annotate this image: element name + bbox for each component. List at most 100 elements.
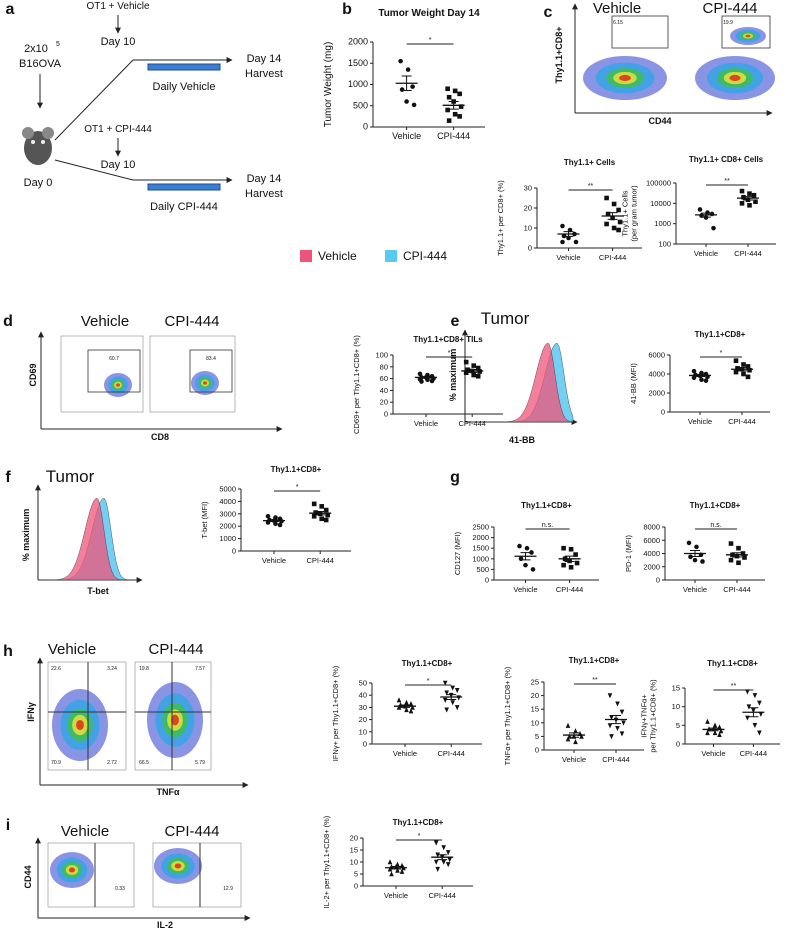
rule [54,59,134,141]
y-tick-label: 20 [380,398,388,407]
data-point [265,513,271,519]
gate-percent: 7.57 [195,666,205,672]
data-point [458,104,464,109]
y-tick-label: 5000 [219,485,236,494]
y-tick-label: 0 [676,740,680,749]
density-cloud [76,719,84,731]
plot-frame [149,335,236,413]
data-point [441,859,446,865]
data-point [735,366,740,371]
data-point [747,367,752,373]
data-point [475,365,481,371]
gate-percent: 6.15 [613,20,623,26]
significance-label: n.s. [710,522,721,529]
data-point [408,708,414,714]
data-point [745,689,750,695]
significance-label: * [429,37,432,44]
data-point [398,58,403,64]
data-point [565,722,571,728]
y-tick-label: 15 [672,684,680,693]
y-tick-label: 1500 [348,58,368,68]
y-tick-label: 0 [661,408,665,417]
error-bar [737,367,747,372]
error-bar [708,727,719,732]
day-label: Day 10 [101,159,136,171]
data-point [705,718,710,724]
treatment-label: Daily CPI-444 [150,201,218,213]
x-tick-label: CPI-444 [734,249,762,258]
data-point [396,697,402,703]
y-tick-label: 80 [380,362,388,371]
data-point [703,378,709,383]
data-point [621,720,626,726]
plot-title: CPI-444 [702,0,757,17]
tumor-label: B16OVA [19,58,62,70]
panel-label: a [6,1,15,18]
data-point [609,715,614,721]
density-cloud [174,863,182,869]
data-point [561,562,566,568]
significance-label: * [720,350,723,357]
y-tick-label: 10 [359,727,367,736]
plot-title: Vehicle [61,823,109,840]
x-tick-label: CPI-444 [728,417,756,426]
y-tick-label: 10 [524,224,532,233]
data-point [579,733,584,739]
error-bar [607,212,618,220]
data-point [745,374,751,380]
data-point [736,545,741,551]
panel-label: b [342,1,352,18]
data-point [718,728,724,734]
y-tick-label: 20 [531,691,539,700]
y-axis-label: % maximum [21,509,31,562]
y-axis-label: (per gram tumor) [630,185,639,242]
chart-title: Thy1.1+CD8+ [695,330,746,339]
plot-title: Tumor [46,467,95,486]
data-point [404,707,409,713]
y-tick-label: 100000 [646,179,671,188]
y-axis-label: PD-1 (MFI) [624,534,633,572]
y-tick-label: 0 [363,740,367,749]
y-axis-label: Thy1.1+ Cells [621,190,630,236]
data-point [523,562,528,568]
data-point [607,693,613,699]
x-axis-label: CD44 [648,116,671,126]
data-point [705,730,710,736]
plot-title: CPI-444 [164,823,219,840]
plot-frame [47,661,127,771]
data-point [452,111,458,117]
y-tick-label: 40 [359,691,367,700]
x-tick-label: CPI-444 [437,749,465,758]
error-bar [315,510,326,516]
data-point [568,546,574,552]
data-point [450,685,455,691]
error-bar [269,519,279,523]
y-tick-label: 0 [528,244,532,253]
y-tick-label: 2000 [643,562,660,571]
data-point [454,688,460,694]
y-axis-label: IL-2+ per Thy1.1+CD8+ (%) [322,815,331,908]
data-point [387,859,393,865]
error-bar [701,212,711,218]
y-axis-label: CD69 [28,363,38,386]
x-tick-label: CPI-444 [306,556,334,565]
x-tick-label: Vehicle [392,131,421,141]
density-cloud [68,867,76,873]
data-point [411,102,417,108]
x-tick-label: Vehicle [701,749,725,758]
y-tick-label: 6000 [648,351,665,360]
data-point [457,91,462,97]
data-point [450,700,455,706]
data-point [433,859,439,865]
y-tick-label: 1000 [472,554,489,563]
density-cloud [203,381,207,385]
day-label: Day 0 [24,177,53,189]
plot-frame [47,842,135,908]
data-point [444,707,449,713]
y-tick-label: 30 [359,703,367,712]
data-point [728,541,734,546]
data-point [452,88,458,94]
data-point [471,363,476,368]
y-axis-label: Tumor Weight (mg) [323,42,334,128]
data-point [617,219,623,225]
